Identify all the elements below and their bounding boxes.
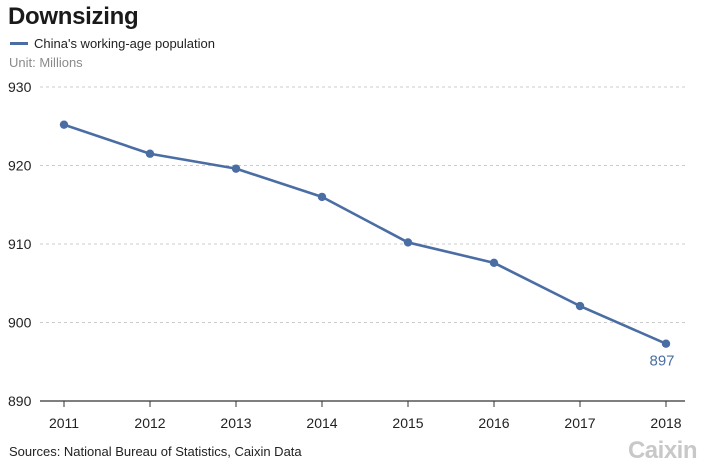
- data-point: [231, 164, 241, 173]
- data-label: 897: [649, 353, 674, 370]
- data-point: [575, 301, 585, 311]
- data-point: [145, 149, 155, 158]
- x-tick-label: 2015: [392, 415, 423, 431]
- data-point: [403, 238, 413, 247]
- data-point: [59, 120, 69, 129]
- chart-title: Downsizing: [8, 3, 139, 30]
- series-line: [63, 123, 667, 345]
- legend-line-swatch: [10, 42, 28, 45]
- x-tick-label: 2014: [306, 415, 337, 431]
- data-point: [489, 258, 499, 268]
- y-tick-label: 900: [8, 315, 32, 331]
- caixin-logo: Caixin: [627, 437, 698, 464]
- y-tick-label: 930: [8, 79, 32, 95]
- unit-label: Unit: Millions: [9, 55, 83, 70]
- source-note: Sources: National Bureau of Statistics, …: [9, 444, 302, 459]
- legend-label: China's working-age population: [34, 36, 215, 51]
- x-tick-label: 2012: [134, 415, 165, 431]
- x-tick-label: 2011: [49, 415, 79, 431]
- x-tick-label: 2016: [478, 415, 509, 431]
- x-tick-label: 2013: [220, 415, 251, 431]
- y-tick-label: 910: [8, 236, 32, 252]
- legend: China's working-age population: [10, 36, 215, 51]
- x-tick-label: 2017: [564, 415, 595, 431]
- data-point: [317, 192, 327, 202]
- y-tick-label: 920: [8, 158, 32, 174]
- y-tick-label: 890: [8, 393, 32, 409]
- x-tick-label: 2018: [650, 415, 681, 431]
- data-point: [661, 339, 671, 348]
